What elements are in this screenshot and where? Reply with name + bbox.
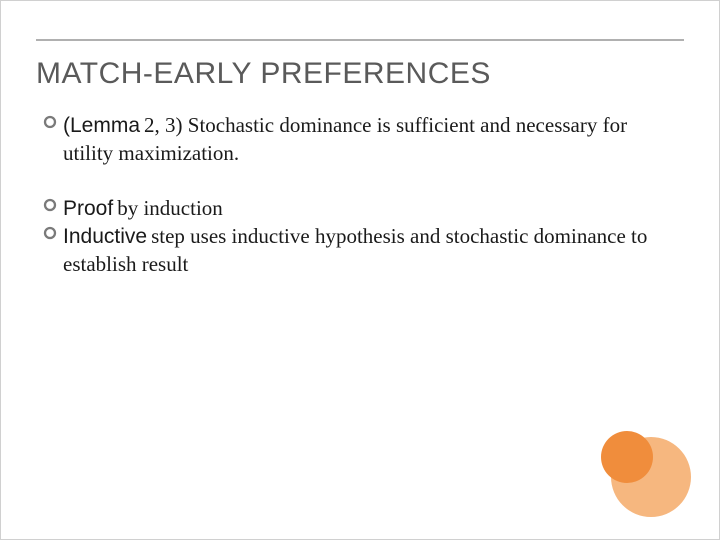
bullet-item: Proof by induction bbox=[43, 194, 664, 222]
bullet-text: by induction bbox=[117, 196, 223, 220]
bullet-text: step uses inductive hypothesis and stoch… bbox=[63, 224, 647, 276]
bullet-lead: (Lemma bbox=[63, 114, 140, 137]
horizontal-rule bbox=[36, 39, 684, 41]
bullet-text: 2, 3) Stochastic dominance is sufficient… bbox=[63, 113, 627, 165]
bullet-item: (Lemma 2, 3) Stochastic dominance is suf… bbox=[43, 111, 664, 168]
bullet-group: Proof by induction Inductive step uses i… bbox=[43, 194, 664, 279]
ring-bullet-icon bbox=[43, 226, 57, 240]
ring-bullet-icon bbox=[43, 115, 57, 129]
decorative-circles bbox=[601, 427, 691, 517]
slide: MATCH-EARLY PREFERENCES (Lemma 2, 3) Sto… bbox=[0, 0, 720, 540]
bullet-item: Inductive step uses inductive hypothesis… bbox=[43, 222, 664, 279]
slide-body: (Lemma 2, 3) Stochastic dominance is suf… bbox=[43, 111, 664, 279]
ring-bullet-icon bbox=[43, 198, 57, 212]
circle-small bbox=[601, 431, 653, 483]
bullet-lead: Inductive bbox=[63, 225, 147, 248]
slide-title: MATCH-EARLY PREFERENCES bbox=[36, 57, 491, 91]
bullet-lead: Proof bbox=[63, 197, 113, 220]
